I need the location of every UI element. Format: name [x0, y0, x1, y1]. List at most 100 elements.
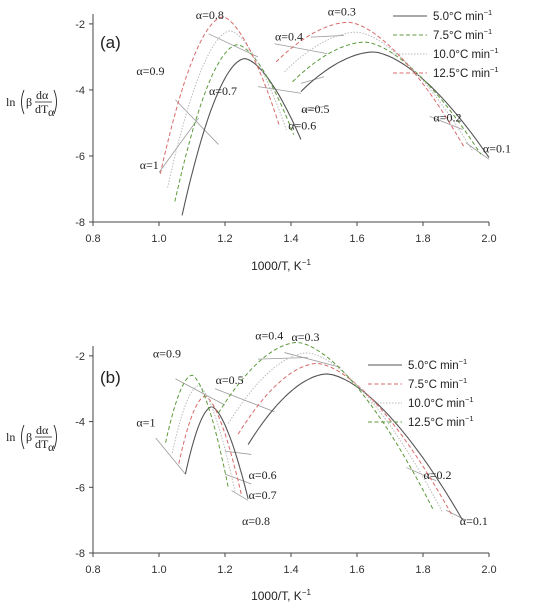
alpha-annotation: α=1 — [136, 416, 155, 430]
isoconversion-line — [175, 99, 219, 145]
alpha-annotation: α=0.4 — [275, 29, 303, 43]
x-tick-label: 1.2 — [217, 233, 232, 245]
legend-entry: 5.0°C min−1 — [408, 357, 467, 372]
y-label-beta: β — [26, 430, 32, 444]
x-tick-label: 1.6 — [349, 564, 364, 576]
x-tick-label: 2.0 — [481, 564, 496, 576]
isoconversion-line — [155, 437, 186, 475]
y-tick-label: -4 — [75, 85, 85, 97]
alpha-annotation: α=0.7 — [209, 84, 237, 98]
y-tick-label: -2 — [75, 19, 85, 31]
isoconversion-line — [310, 35, 344, 38]
x-axis-label-text: 1000/T, K — [251, 589, 302, 603]
y-label-numerator: dα — [36, 88, 49, 102]
alpha-annotation: α=0.9 — [136, 64, 164, 78]
y-label-ln: ln — [6, 430, 15, 444]
series-curve-3 — [171, 385, 236, 492]
y-tick-label: -2 — [75, 351, 85, 363]
legend-entry-unit: −1 — [459, 357, 468, 366]
isoconversion-line — [465, 142, 490, 160]
y-label-close-paren — [53, 89, 57, 115]
alpha-annotation: α=0.3 — [292, 330, 320, 344]
legend-entry-unit: −1 — [484, 8, 493, 17]
series-curve-2 — [178, 395, 242, 496]
legend: 5.0°C min−17.5°C min−110.0°C min−112.5°C… — [393, 8, 499, 80]
y-label-beta: β — [26, 95, 32, 109]
y-label-denominator: dT — [35, 102, 49, 116]
isoconversion-line — [231, 490, 249, 501]
series-curve-4 — [165, 374, 229, 488]
x-axis-label-text: 1000/T, K — [251, 259, 302, 273]
alpha-annotation: α=0.6 — [249, 468, 277, 482]
alpha-annotation: α=0.1 — [483, 142, 511, 156]
isoconversion-line — [257, 86, 301, 94]
alpha-annotation: α=0.3 — [328, 5, 356, 19]
isoconversion-line — [214, 388, 275, 413]
y-tick-label: -6 — [75, 151, 85, 163]
series-curve-2 — [292, 41, 482, 155]
isoconversion-line — [300, 106, 325, 112]
legend: 5.0°C min−17.5°C min−110.0°C min−112.5°C… — [368, 357, 474, 429]
isoconversion-line — [429, 115, 463, 130]
legend-entry-unit: −1 — [465, 414, 474, 423]
x-tick-label: 1.4 — [283, 564, 298, 576]
y-label-numerator: dα — [36, 423, 49, 437]
isoconversion-line — [208, 33, 259, 58]
alpha-annotation: α=0.2 — [433, 110, 461, 124]
alpha-annotation: α=0.9 — [153, 347, 181, 361]
legend-entry: 10.0°C min−1 — [408, 395, 474, 410]
series-curve-3 — [167, 30, 287, 188]
x-tick-label: 1.0 — [151, 564, 166, 576]
y-label-denominator-sub: α — [48, 440, 55, 454]
alpha-annotation: α=0.8 — [196, 8, 224, 22]
x-tick-label: 2.0 — [481, 233, 496, 245]
y-label-ln: ln — [6, 95, 15, 109]
alpha-annotation: α=0.6 — [288, 119, 316, 133]
x-tick-label: 1.4 — [283, 233, 298, 245]
series-curve-1 — [247, 373, 464, 521]
series-curve-1 — [181, 58, 302, 216]
isoconversion-line — [158, 117, 199, 173]
x-axis-label: 1000/T, K−1 — [251, 258, 311, 273]
legend-entry-label: 5.0°C min — [433, 11, 484, 23]
y-tick-label: -8 — [75, 217, 85, 229]
y-label-open-paren — [21, 424, 25, 450]
panel-label: (a) — [100, 33, 121, 52]
y-label-denominator: dT — [35, 437, 49, 451]
series-curve-4 — [275, 21, 465, 148]
x-tick-label: 0.8 — [85, 233, 100, 245]
isoconversion-line — [300, 76, 325, 84]
legend-entry-unit: −1 — [484, 27, 493, 36]
legend-entry-unit: −1 — [465, 395, 474, 404]
y-tick-label: -8 — [75, 548, 85, 560]
legend-entry: 12.5°C min−1 — [433, 65, 499, 80]
series-curve-4 — [217, 341, 434, 510]
series-curve-1 — [300, 51, 490, 158]
legend-entry-label: 12.5°C min — [408, 417, 465, 429]
legend-entry-label: 10.0°C min — [433, 49, 490, 61]
y-label-open-paren — [21, 89, 25, 115]
legend-entry-label: 10.0°C min — [408, 398, 465, 410]
legend-entry-unit: −1 — [490, 65, 499, 74]
legend-entry: 7.5°C min−1 — [433, 27, 492, 42]
isoconversion-line — [445, 509, 467, 521]
alpha-annotation: α=0.5 — [301, 102, 329, 116]
x-tick-label: 1.6 — [349, 233, 364, 245]
legend-entry: 10.0°C min−1 — [433, 46, 499, 61]
y-label-close-paren — [53, 424, 57, 450]
y-tick-label: -4 — [75, 417, 85, 429]
x-axis-label-unit: −1 — [302, 588, 312, 597]
isoconversion-line — [284, 352, 341, 368]
series-curve-4 — [159, 16, 280, 174]
x-axis-label: 1000/T, K−1 — [251, 588, 311, 603]
legend-entry-unit: −1 — [490, 46, 499, 55]
alpha-annotation: α=1 — [140, 158, 159, 172]
series-curve-3 — [227, 352, 444, 514]
legend-entry: 7.5°C min−1 — [408, 376, 467, 391]
y-label-denominator-sub: α — [48, 105, 55, 119]
